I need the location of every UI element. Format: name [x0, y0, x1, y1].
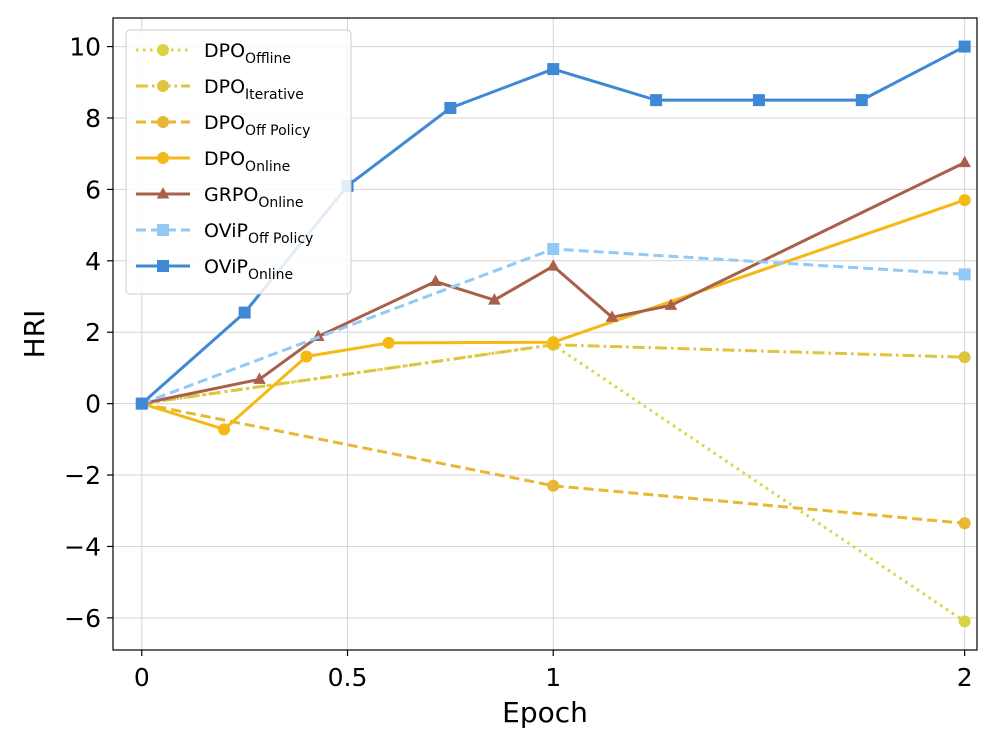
- data-point-circle: [157, 80, 169, 92]
- series-line: [141, 402, 965, 525]
- legend-label: OViPOff Policy: [204, 220, 313, 247]
- legend-item: GRPOOnline: [136, 184, 304, 211]
- legend-label: DPOOnline: [204, 148, 290, 175]
- data-point-circle: [157, 152, 169, 164]
- x-axis-label: Epoch: [502, 696, 588, 729]
- legend-label: OViPOnline: [204, 256, 293, 283]
- data-point-circle: [218, 423, 231, 436]
- data-point-triangle: [546, 259, 560, 271]
- series-grpo-online: [135, 155, 971, 409]
- legend: DPOOffline DPOIterative DPOOff Policy DPOOn…: [125, 29, 352, 295]
- legend-item: DPOOff Policy: [136, 112, 310, 139]
- legend-label: GRPOOnline: [204, 184, 304, 211]
- y-tick-label: 0: [85, 390, 101, 419]
- legend-item: DPOOnline: [136, 148, 290, 175]
- y-tick-label: 4: [85, 247, 101, 276]
- plot-frame: [112, 17, 978, 651]
- data-point-triangle: [605, 310, 619, 322]
- x-tick-label: 1: [545, 663, 561, 692]
- data-point-circle: [547, 479, 560, 492]
- data-point-triangle: [664, 298, 678, 310]
- legend-item: DPOOffline: [136, 40, 291, 67]
- y-tick-label: 2: [85, 318, 101, 347]
- data-point-square: [547, 243, 560, 256]
- data-point-triangle: [958, 155, 971, 168]
- legend-item: OViPOff Policy: [136, 220, 313, 247]
- y-tick-label: −2: [64, 461, 101, 490]
- data-point-square: [958, 268, 971, 281]
- data-point-square: [157, 224, 169, 236]
- data-point-circle: [157, 44, 169, 56]
- data-point-circle: [382, 336, 395, 349]
- data-point-square: [855, 94, 868, 107]
- data-point-square: [135, 397, 148, 410]
- y-axis-label: HRI: [18, 310, 51, 359]
- legend-item: DPOIterative: [136, 76, 304, 103]
- data-point-circle: [958, 615, 971, 628]
- data-point-circle: [958, 194, 971, 207]
- y-tick-label: 8: [85, 104, 101, 133]
- legend-box: [125, 29, 352, 295]
- data-point-square: [958, 40, 971, 53]
- axis-ticks: 0 0.5 1 2 −6 −4 −2 0 2 4 6 8 10: [64, 33, 972, 692]
- x-tick-label: 0.5: [328, 663, 368, 692]
- y-tick-label: 10: [69, 33, 101, 62]
- data-point-square: [650, 94, 663, 107]
- data-point-square: [752, 94, 765, 107]
- data-point-square: [157, 260, 169, 272]
- legend-item: OViPOnline: [136, 256, 293, 283]
- data-point-circle: [157, 116, 169, 128]
- series-line: [141, 198, 966, 431]
- data-point-circle: [300, 350, 313, 363]
- x-tick-label: 2: [957, 663, 973, 692]
- y-tick-label: −6: [64, 604, 101, 633]
- data-point-square: [444, 101, 457, 114]
- legend-label: DPOOffline: [204, 40, 291, 67]
- y-tick-label: 6: [85, 175, 101, 204]
- data-point-square: [238, 306, 251, 319]
- data-point-triangle: [253, 372, 266, 384]
- data-point-square: [547, 63, 560, 76]
- data-point-triangle: [156, 187, 170, 199]
- data-point-circle: [547, 336, 560, 349]
- data-point-triangle: [429, 274, 442, 287]
- y-tick-label: −4: [64, 532, 101, 561]
- x-tick-label: 0: [134, 663, 150, 692]
- data-point-triangle: [488, 293, 501, 305]
- data-point-circle: [958, 351, 971, 364]
- legend-label: DPOOff Policy: [204, 112, 310, 139]
- legend-label: DPOIterative: [204, 76, 304, 103]
- data-point-circle: [958, 517, 971, 530]
